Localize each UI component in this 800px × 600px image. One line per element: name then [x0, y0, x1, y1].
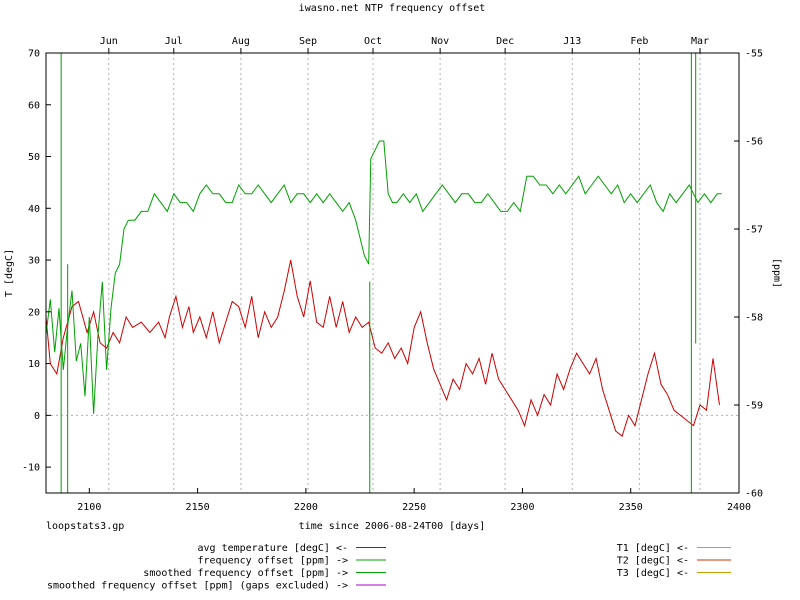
x2-tick-label: Oct [364, 36, 382, 47]
legend: avg temperature [degC] <- frequency offse… [47, 543, 731, 592]
y2-tick-label: -56 [745, 137, 763, 148]
y-tick-label: 20 [28, 307, 40, 318]
legend-label: T2 [degC] <- [617, 556, 689, 567]
y2-tick-label: -59 [745, 401, 763, 412]
chart-title: iwasno.net NTP frequency offset [299, 3, 486, 14]
x2-tick-label: Jul [165, 36, 183, 47]
y-tick-label: 40 [28, 204, 40, 215]
x2-tick-label: Jun [100, 36, 118, 47]
x-tick-label: 2150 [186, 502, 210, 513]
x2-tick-label: Dec [496, 36, 514, 47]
x-tick-label: 2400 [727, 502, 751, 513]
y2-tick-label: -57 [745, 225, 763, 236]
legend-label: T1 [degC] <- [617, 543, 689, 554]
y-tick-label: 30 [28, 256, 40, 267]
x-tick-label: 2250 [402, 502, 426, 513]
legend-label: frequency offset [ppm] -> [197, 556, 348, 567]
x-axis-label: time since 2006-08-24T00 [days] [299, 521, 486, 532]
x2-tick-label: J13 [563, 36, 581, 47]
x2-tick-label: Sep [299, 36, 317, 47]
x-tick-label: 2300 [510, 502, 534, 513]
x2-tick-label: Feb [630, 36, 648, 47]
y-tick-label: 60 [28, 100, 40, 111]
plot-frame [45, 52, 740, 494]
y2-axis-label: [ppm] [771, 258, 782, 288]
series-layer [45, 53, 722, 493]
legend-label: smoothed frequency offset [ppm] (gaps ex… [47, 581, 348, 592]
y2-tick-label: -60 [745, 489, 763, 500]
y-axis-label: T [degC] [4, 249, 15, 297]
x-tick-label: 2200 [294, 502, 318, 513]
y-tick-label: -10 [22, 463, 40, 474]
y-tick-label: 10 [28, 359, 40, 370]
y-tick-label: 70 [28, 49, 40, 60]
legend-label: avg temperature [degC] <- [197, 543, 348, 554]
y2-tick-label: -58 [745, 313, 763, 324]
x-tick-label: 2350 [619, 502, 643, 513]
x-tick-label: 2100 [77, 502, 101, 513]
grid [46, 53, 739, 493]
y2-tick-label: -55 [745, 49, 763, 60]
legend-label: T3 [degC] <- [617, 568, 689, 579]
y-tick-label: 50 [28, 152, 40, 163]
axis-ticks: Jun Jul Aug Sep Oct Nov Dec J13 Feb Mar 2100 2150 22… [22, 36, 763, 513]
x2-tick-label: Nov [431, 36, 449, 47]
footer-label: loopstats3.gp [46, 521, 124, 532]
x2-tick-label: Aug [232, 36, 250, 47]
series-line-0 [45, 259, 720, 437]
legend-label: smoothed frequency offset [ppm] -> [143, 568, 348, 579]
y-tick-label: 0 [34, 411, 40, 422]
x2-tick-label: Mar [691, 36, 709, 47]
series-line-1 [45, 140, 722, 414]
